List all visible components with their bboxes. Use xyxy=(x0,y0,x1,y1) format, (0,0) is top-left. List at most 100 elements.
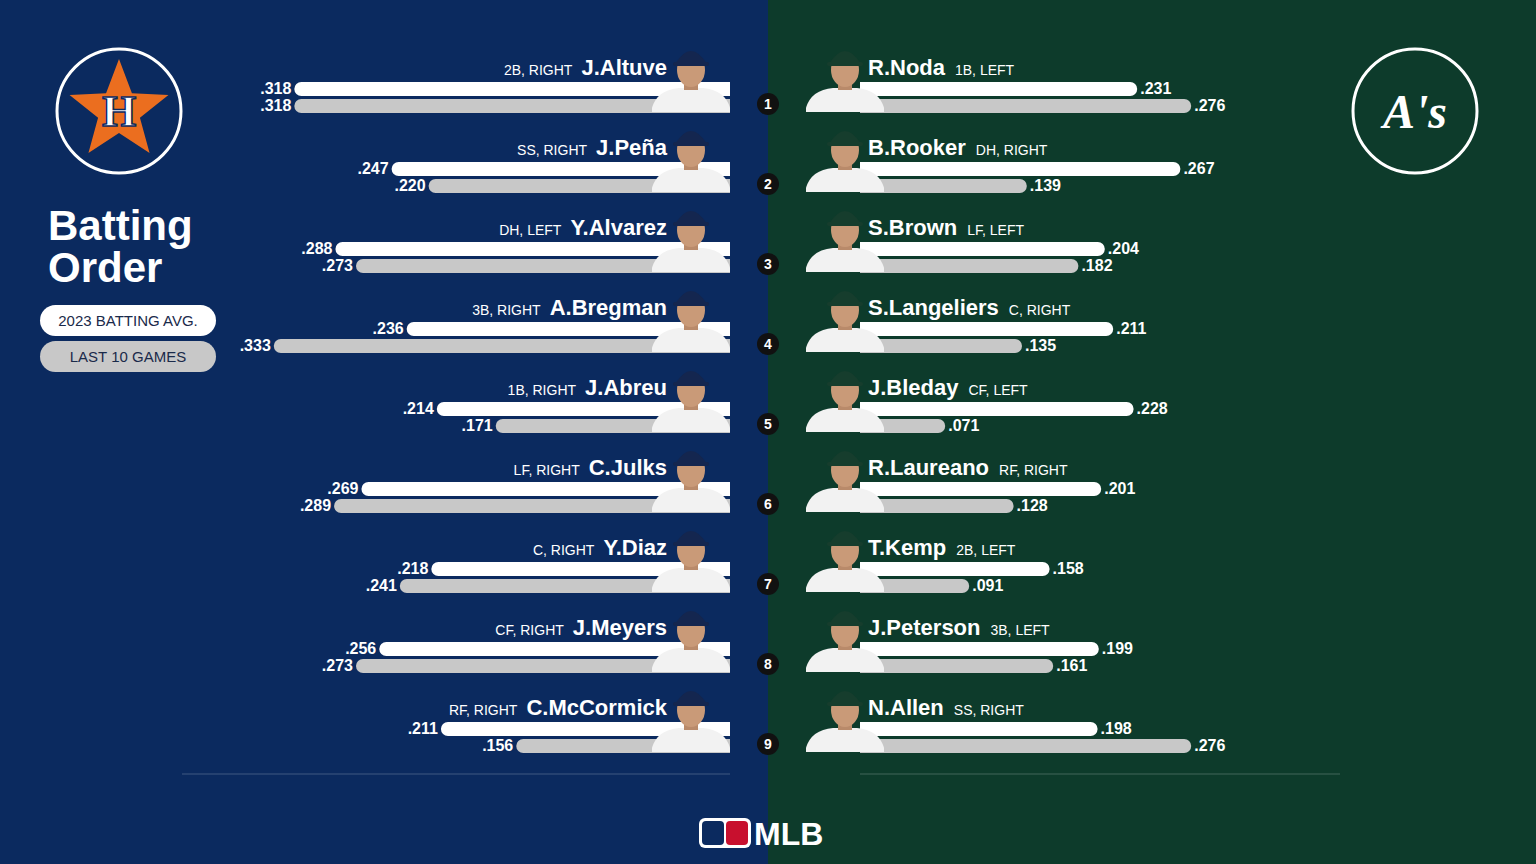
cap-brim xyxy=(673,62,709,66)
value-label: .231 xyxy=(1140,80,1171,97)
value-label: .156 xyxy=(482,737,513,754)
value-label: .220 xyxy=(394,177,425,194)
value-label: .139 xyxy=(1030,177,1061,194)
order-circle xyxy=(757,93,779,115)
jersey xyxy=(806,488,884,512)
player-labels: J.Altuve2B, RIGHTJ.PeñaSS, RIGHTY.Alvare… xyxy=(449,55,668,720)
player-position: RF, RIGHT xyxy=(999,462,1068,478)
jersey xyxy=(806,328,884,352)
order-number: 1 xyxy=(764,96,772,112)
player-name: R.Laureano xyxy=(868,455,989,480)
player-position: 2B, LEFT xyxy=(956,542,1016,558)
player-position: SS, RIGHT xyxy=(954,702,1024,718)
brand-text: MLB xyxy=(754,816,823,852)
value-label: .273 xyxy=(322,257,353,274)
player-name: C.Julks xyxy=(589,455,667,480)
bar xyxy=(860,642,1099,656)
bar xyxy=(860,482,1101,496)
cap-brim xyxy=(827,702,863,706)
jersey xyxy=(652,488,730,512)
brand: MLB xyxy=(699,816,823,852)
player-position: CF, RIGHT xyxy=(495,622,564,638)
cap-brim xyxy=(827,622,863,626)
bar xyxy=(860,242,1105,256)
value-label: .247 xyxy=(357,160,388,177)
cap-brim xyxy=(827,542,863,546)
bar xyxy=(860,339,1022,353)
brand-badge-right xyxy=(726,821,748,845)
order-circle xyxy=(757,493,779,515)
player-name: J.Abreu xyxy=(585,375,667,400)
logo-astros: H xyxy=(57,49,181,173)
bar xyxy=(860,259,1078,273)
cap-brim xyxy=(673,542,709,546)
cap-brim xyxy=(673,382,709,386)
value-label: .228 xyxy=(1137,400,1168,417)
cap-brim xyxy=(673,622,709,626)
player-position: LF, LEFT xyxy=(967,222,1024,238)
jersey xyxy=(806,88,884,112)
brand-badge-left xyxy=(702,821,724,845)
player-name: T.Kemp xyxy=(868,535,946,560)
bar xyxy=(860,722,1098,736)
legend-pill xyxy=(40,341,216,372)
order-circle xyxy=(757,733,779,755)
order-number: 4 xyxy=(764,336,772,352)
cap-brim xyxy=(673,302,709,306)
player-position: C, RIGHT xyxy=(1009,302,1071,318)
bar xyxy=(860,659,1053,673)
value-label: .318 xyxy=(260,80,291,97)
jersey xyxy=(806,408,884,432)
canvas: .318.247.288.236.214.269.218.256.211.318… xyxy=(0,0,1536,864)
logo-ring xyxy=(57,49,181,173)
player-name: N.Allen xyxy=(868,695,944,720)
order-circle xyxy=(757,333,779,355)
player-position: 2B, RIGHT xyxy=(504,62,573,78)
jersey xyxy=(652,248,730,272)
value-label: .236 xyxy=(373,320,404,337)
order-circle xyxy=(757,253,779,275)
cap-brim xyxy=(827,62,863,66)
player-position: RF, RIGHT xyxy=(449,702,518,718)
player-name: J.Bleday xyxy=(868,375,959,400)
player-position: SS, RIGHT xyxy=(517,142,587,158)
bar xyxy=(860,82,1137,96)
value-label: .288 xyxy=(301,240,332,257)
player-name: J.Meyers xyxy=(573,615,667,640)
value-label: .256 xyxy=(345,640,376,657)
player-position: C, RIGHT xyxy=(533,542,595,558)
value-label: .276 xyxy=(1194,97,1225,114)
jersey xyxy=(652,568,730,592)
logo-text: H xyxy=(102,87,136,136)
bar xyxy=(860,162,1180,176)
order-number: 5 xyxy=(764,416,772,432)
cap-brim xyxy=(673,702,709,706)
legend-pill xyxy=(40,305,216,336)
brand-badge xyxy=(699,818,751,848)
jersey xyxy=(652,88,730,112)
axis-line xyxy=(860,774,1340,775)
cap-brim xyxy=(827,222,863,226)
order-number: 3 xyxy=(764,256,772,272)
value-label: .267 xyxy=(1183,160,1214,177)
player-position: LF, RIGHT xyxy=(514,462,581,478)
bar xyxy=(860,402,1134,416)
order-circle xyxy=(757,573,779,595)
player-name: J.Altuve xyxy=(581,55,667,80)
value-label: .071 xyxy=(948,417,979,434)
value-labels: .318.247.288.236.214.269.218.256.211.318… xyxy=(240,80,514,754)
order-number: 7 xyxy=(764,576,772,592)
value-label: .318 xyxy=(260,97,291,114)
jersey xyxy=(806,728,884,752)
jersey xyxy=(652,728,730,752)
player-labels: R.Noda1B, LEFTB.RookerDH, RIGHTS.BrownLF… xyxy=(868,55,1071,720)
value-label: .199 xyxy=(1102,640,1133,657)
order-number: 2 xyxy=(764,176,772,192)
cap-brim xyxy=(827,302,863,306)
player-name: Y.Diaz xyxy=(603,535,667,560)
bar xyxy=(860,322,1113,336)
jersey xyxy=(806,168,884,192)
value-label: .204 xyxy=(1108,240,1139,257)
bar xyxy=(860,739,1191,753)
bar xyxy=(860,562,1050,576)
